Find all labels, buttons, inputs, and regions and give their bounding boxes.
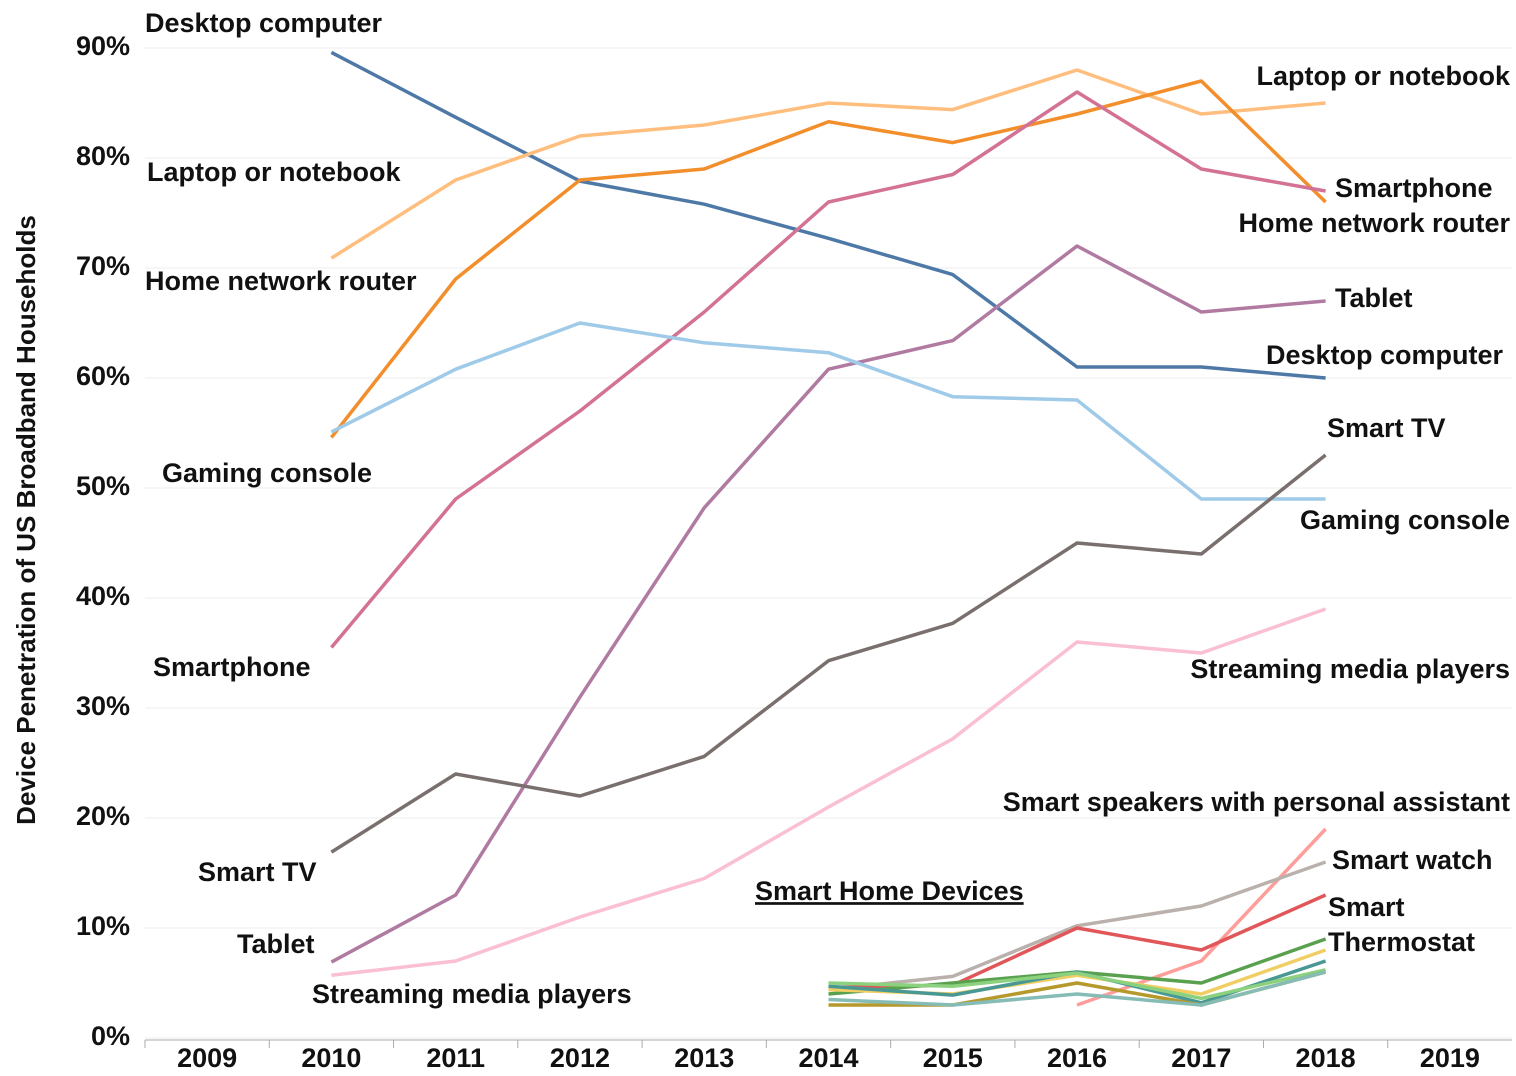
x-tick-label: 2015 [923,1043,983,1073]
series-label: Smart TV [198,857,317,887]
x-tick-label: 2017 [1171,1043,1231,1073]
x-tick-label: 2014 [798,1043,858,1073]
series-label: Laptop or notebook [147,157,401,187]
series-line [330,90,1326,649]
series-line [330,244,1326,964]
series-label: Desktop computer [1266,340,1504,370]
series-label: Smart TV [1327,413,1446,443]
x-tick-label: 2019 [1420,1043,1480,1073]
series-label: Laptop or notebook [1257,61,1511,91]
series-line [331,607,1327,978]
y-axis-label: Device Penetration of US Broadband House… [11,215,41,825]
y-tick-label: 10% [76,911,130,941]
y-tick-label: 40% [76,581,130,611]
series-line [828,968,1326,1001]
y-tick-label: 50% [76,471,130,501]
series-label: Smart speakers with personal assistant [1003,787,1510,817]
series-line [330,68,1326,260]
series-label: Smart watch [1332,845,1493,875]
series-label: Home network router [1238,208,1510,238]
series-label: Smart Thermostat [1328,892,1476,957]
series-label: Home network router [145,266,417,296]
x-tick-label: 2016 [1047,1043,1107,1073]
series-line [330,79,1327,439]
series-label: Streaming media players [1190,654,1510,684]
y-tick-label: 60% [76,361,130,391]
series-label: Tablet [237,929,315,959]
series-line [828,970,1327,1007]
series-label: Tablet [1335,283,1413,313]
y-tick-label: 80% [76,141,130,171]
x-tick-label: 2018 [1296,1043,1356,1073]
series-label: Streaming media players [312,979,632,1009]
x-tick-label: 2013 [674,1043,734,1073]
series-line [330,453,1327,854]
series-line [330,50,1326,380]
x-tick-label: 2012 [550,1043,610,1073]
x-tick-label: 2010 [301,1043,361,1073]
series-label: Smartphone [1335,173,1493,203]
y-tick-label: 70% [76,251,130,281]
x-tick-label: 2009 [177,1043,237,1073]
series-line [828,860,1327,992]
x-tick-label: 2011 [426,1043,485,1073]
y-tick-label: 30% [76,691,130,721]
annotation: Smart Home Devices [755,876,1024,906]
series-label: Desktop computer [145,8,383,38]
series-label: Gaming console [162,458,372,488]
y-tick-label: 90% [76,31,130,61]
y-tick-label: 20% [76,801,130,831]
series-label: Gaming console [1300,505,1510,535]
y-tick-label: 0% [91,1021,130,1051]
series-line [330,321,1326,501]
series-label: Smartphone [153,652,311,682]
